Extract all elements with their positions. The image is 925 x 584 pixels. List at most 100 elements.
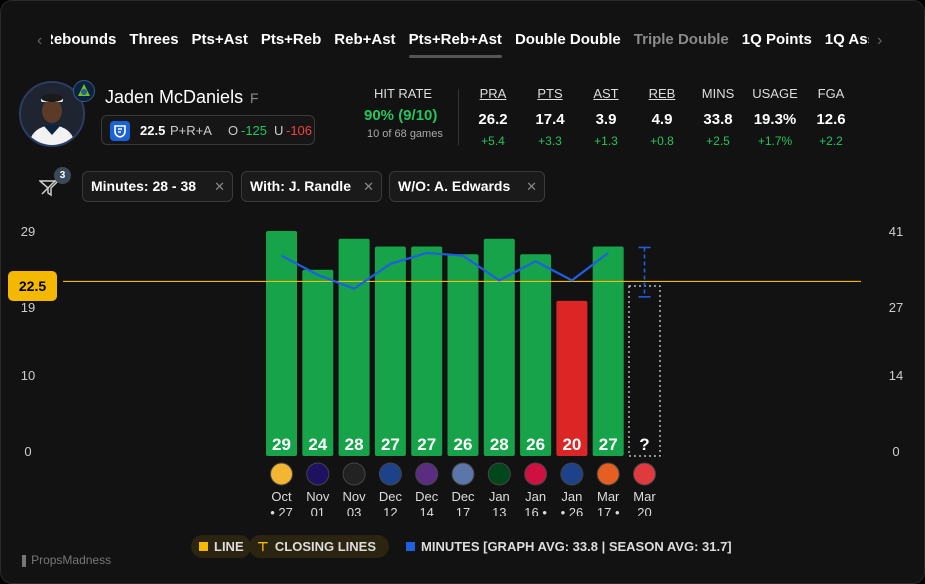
tab-1q-assists[interactable]: 1Q Assists — [824, 31, 869, 48]
game-date-month: Oct — [271, 489, 292, 504]
tab-rebounds[interactable]: Rebounds — [51, 31, 117, 48]
close-icon[interactable]: ✕ — [363, 179, 374, 194]
legend-minutes[interactable]: MINUTES [GRAPH AVG: 33.8 | SEASON AVG: 3… — [406, 539, 732, 554]
tab-pts-ast[interactable]: Pts+Ast — [191, 31, 248, 48]
stat-label: REB — [648, 86, 676, 101]
bar-value-label: 29 — [272, 435, 291, 454]
filter-chip-label: Minutes: 28 - 38 — [91, 178, 197, 194]
legend-closing-toggle[interactable]: ⊤ CLOSING LINES — [249, 535, 389, 558]
team-logo-icon — [596, 462, 620, 486]
chevron-right-icon[interactable]: › — [877, 32, 883, 49]
chevron-left-icon[interactable]: ‹ — [37, 32, 43, 49]
bar-value-label: 26 — [454, 435, 473, 454]
close-icon[interactable]: ✕ — [214, 179, 225, 194]
game-date-month: Nov — [306, 489, 330, 504]
y-axis-right-tick: 0 — [892, 444, 899, 459]
game-date-month: Dec — [451, 489, 475, 504]
stat-value: 33.8 — [703, 111, 733, 128]
prop-line-pill[interactable]: 22.5 P+R+A O -125 U -106 — [101, 115, 315, 145]
bar-value-label: 27 — [417, 435, 436, 454]
stat-value: 19.3% — [753, 111, 797, 128]
chart-legend: LINE ⊤ CLOSING LINES MINUTES [GRAPH AVG: … — [1, 535, 924, 559]
game-date-month: Dec — [415, 489, 439, 504]
line-value: 22.5 — [140, 123, 166, 138]
game-date-day: 16 • — [524, 505, 547, 516]
brand-mark-icon: ❚ — [19, 553, 30, 567]
stat-ast[interactable]: AST 3.9 +1.3 — [574, 85, 638, 148]
tab-threes[interactable]: Threes — [129, 31, 179, 48]
filter-chip[interactable]: Minutes: 28 - 38 ✕ — [82, 171, 233, 202]
tab-1q-points[interactable]: 1Q Points — [741, 31, 812, 48]
filter-chip[interactable]: W/O: A. Edwards ✕ — [389, 171, 545, 202]
stat-value: 12.6 — [816, 111, 846, 128]
y-axis-left-tick: 19 — [21, 300, 35, 315]
bar-value-label: 26 — [526, 435, 545, 454]
stat-delta: +2.5 — [706, 134, 730, 148]
bar — [338, 238, 370, 456]
game-date-day: 13 — [492, 505, 506, 516]
sportsbook-logo-icon — [110, 121, 130, 141]
y-axis-left-tick: 29 — [21, 224, 35, 239]
legend-minutes-label: MINUTES [GRAPH AVG: 33.8 | SEASON AVG: 3… — [421, 539, 732, 554]
bar — [483, 238, 515, 456]
game-date-month: Jan — [525, 489, 546, 504]
bar-value-label: 24 — [308, 435, 327, 454]
under-label: U — [274, 123, 284, 138]
game-date-day: 01 — [311, 505, 325, 516]
bar — [266, 231, 297, 456]
closing-lines-icon: ⊤ — [257, 539, 269, 554]
filter-chip[interactable]: With: J. Randle ✕ — [241, 171, 382, 202]
stat-mins: MINS 33.8 +2.5 — [686, 85, 750, 148]
stat-value: 17.4 — [535, 111, 565, 128]
stat-pts[interactable]: PTS 17.4 +3.3 — [518, 85, 582, 148]
bar-value-label: 20 — [562, 435, 581, 454]
tab-pts-reb-ast[interactable]: Pts+Reb+Ast — [408, 31, 503, 58]
under-odds[interactable]: -106 — [286, 123, 313, 138]
tabs: Rebounds Threes Pts+Ast Pts+Reb Reb+Ast Pts+R… — [51, 31, 869, 58]
team-logo-icon — [560, 462, 584, 486]
bar — [374, 246, 406, 456]
y-axis-right-tick: 27 — [889, 300, 903, 315]
bar-value-label: 28 — [345, 435, 364, 454]
stat-label: PRA — [479, 86, 507, 101]
hit-rate-subtitle: 10 of 68 games — [367, 128, 443, 140]
brand-logo: ❚ PropsMadness — [19, 553, 111, 567]
bar-value-label: ? — [639, 435, 649, 454]
tab-triple-double[interactable]: Triple Double — [633, 31, 729, 48]
filter-count-badge: 3 — [54, 167, 71, 184]
team-logo-icon — [415, 462, 439, 486]
bar — [411, 246, 443, 456]
game-date-day: 03 — [347, 505, 361, 516]
tab-reb-ast[interactable]: Reb+Ast — [334, 31, 396, 48]
y-axis-left-tick: 10 — [21, 368, 35, 383]
bar — [592, 246, 624, 456]
bar-value-label: 28 — [490, 435, 509, 454]
hit-rate-title: HIT RATE — [374, 86, 433, 101]
tab-pts-reb[interactable]: Pts+Reb — [260, 31, 322, 48]
legend-line-toggle[interactable]: LINE — [191, 535, 251, 558]
stat-delta: +1.3 — [594, 134, 618, 148]
game-date-month: Dec — [379, 489, 403, 504]
game-date-month: Jan — [561, 489, 582, 504]
close-icon[interactable]: ✕ — [526, 179, 537, 194]
tab-double-double[interactable]: Double Double — [514, 31, 621, 48]
team-logo-icon — [73, 80, 95, 102]
minutes-line — [280, 251, 609, 290]
stat-delta: +0.8 — [650, 134, 674, 148]
filter-chip-label: With: J. Randle — [250, 178, 351, 194]
over-odds[interactable]: -125 — [241, 123, 268, 138]
stat-fga: FGA 12.6 +2.2 — [799, 85, 863, 148]
player-name[interactable]: Jaden McDaniels — [105, 87, 244, 107]
game-date-day: • 26 — [561, 505, 584, 516]
stat-pra[interactable]: PRA 26.2 +5.4 — [461, 85, 525, 148]
y-axis-left-tick: 0 — [24, 444, 31, 459]
legend-closing-label: CLOSING LINES — [274, 539, 377, 554]
bar — [447, 254, 479, 456]
bar — [302, 269, 334, 456]
player-position: F — [250, 90, 259, 106]
line-badge: 22.5 — [8, 271, 57, 301]
game-date-day: 14 — [419, 505, 433, 516]
team-logo-icon — [633, 462, 656, 486]
stat-reb[interactable]: REB 4.9 +0.8 — [630, 85, 694, 148]
